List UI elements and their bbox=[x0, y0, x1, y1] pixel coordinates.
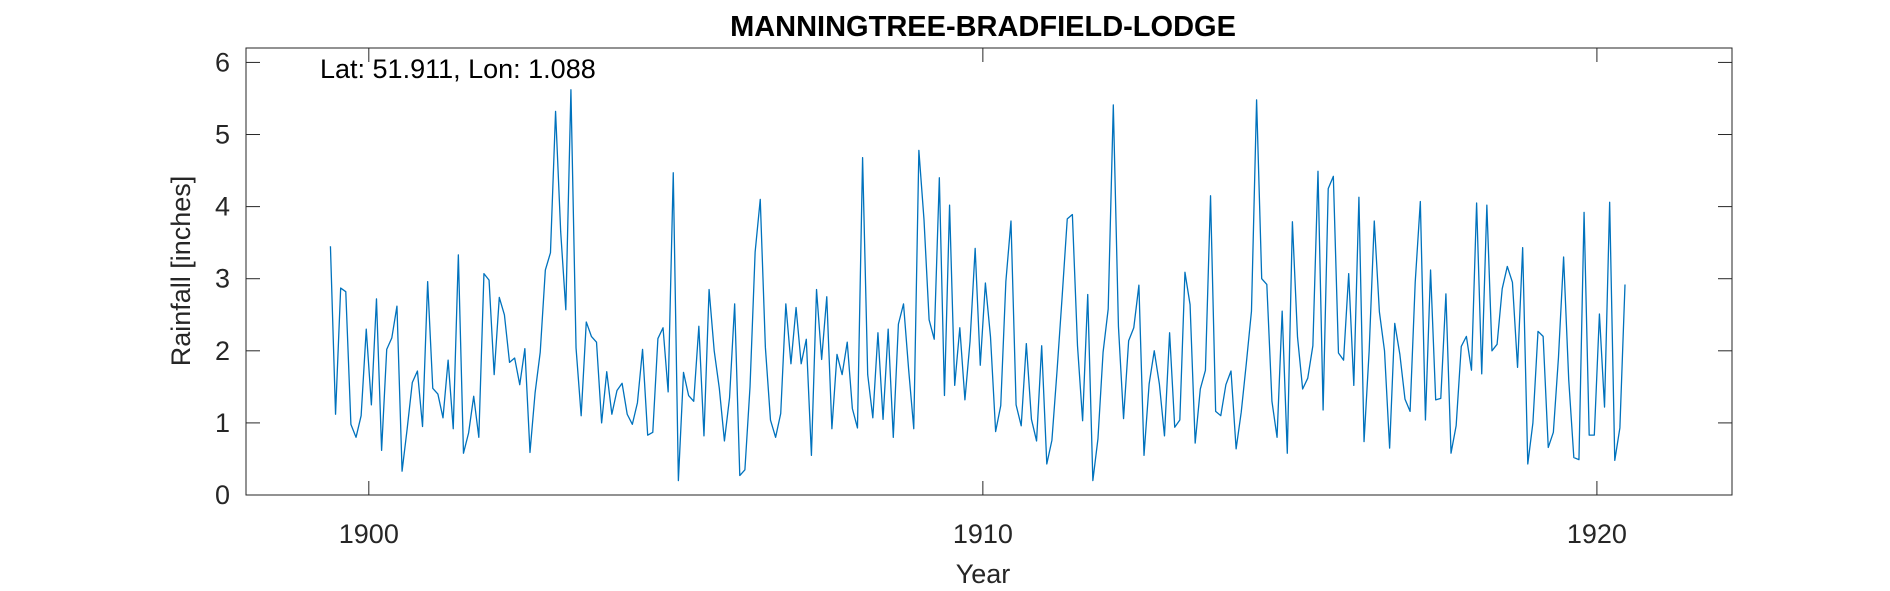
location-annotation: Lat: 51.911, Lon: 1.088 bbox=[320, 54, 596, 84]
x-tick-label: 1910 bbox=[953, 519, 1013, 549]
y-axis-label: Rainfall [inches] bbox=[166, 176, 196, 367]
y-tick-label: 6 bbox=[215, 47, 230, 77]
y-tick-label: 2 bbox=[215, 336, 230, 366]
y-tick-label: 5 bbox=[215, 120, 230, 150]
x-tick-label: 1900 bbox=[339, 519, 399, 549]
y-tick-label: 3 bbox=[215, 264, 230, 294]
y-tick-label: 1 bbox=[215, 408, 230, 438]
y-tick-label: 4 bbox=[215, 192, 230, 222]
x-axis-label: Year bbox=[956, 559, 1011, 589]
series-layer bbox=[329, 89, 1626, 482]
chart-title: MANNINGTREE-BRADFIELD-LODGE bbox=[730, 11, 1236, 43]
x-tick-label: 1920 bbox=[1567, 519, 1627, 549]
series-line-0 bbox=[329, 89, 1626, 482]
y-tick-label: 0 bbox=[215, 480, 230, 510]
axis-ticks: 0 1 2 3 4 5 6 1900 1910 1920 bbox=[215, 47, 1732, 549]
